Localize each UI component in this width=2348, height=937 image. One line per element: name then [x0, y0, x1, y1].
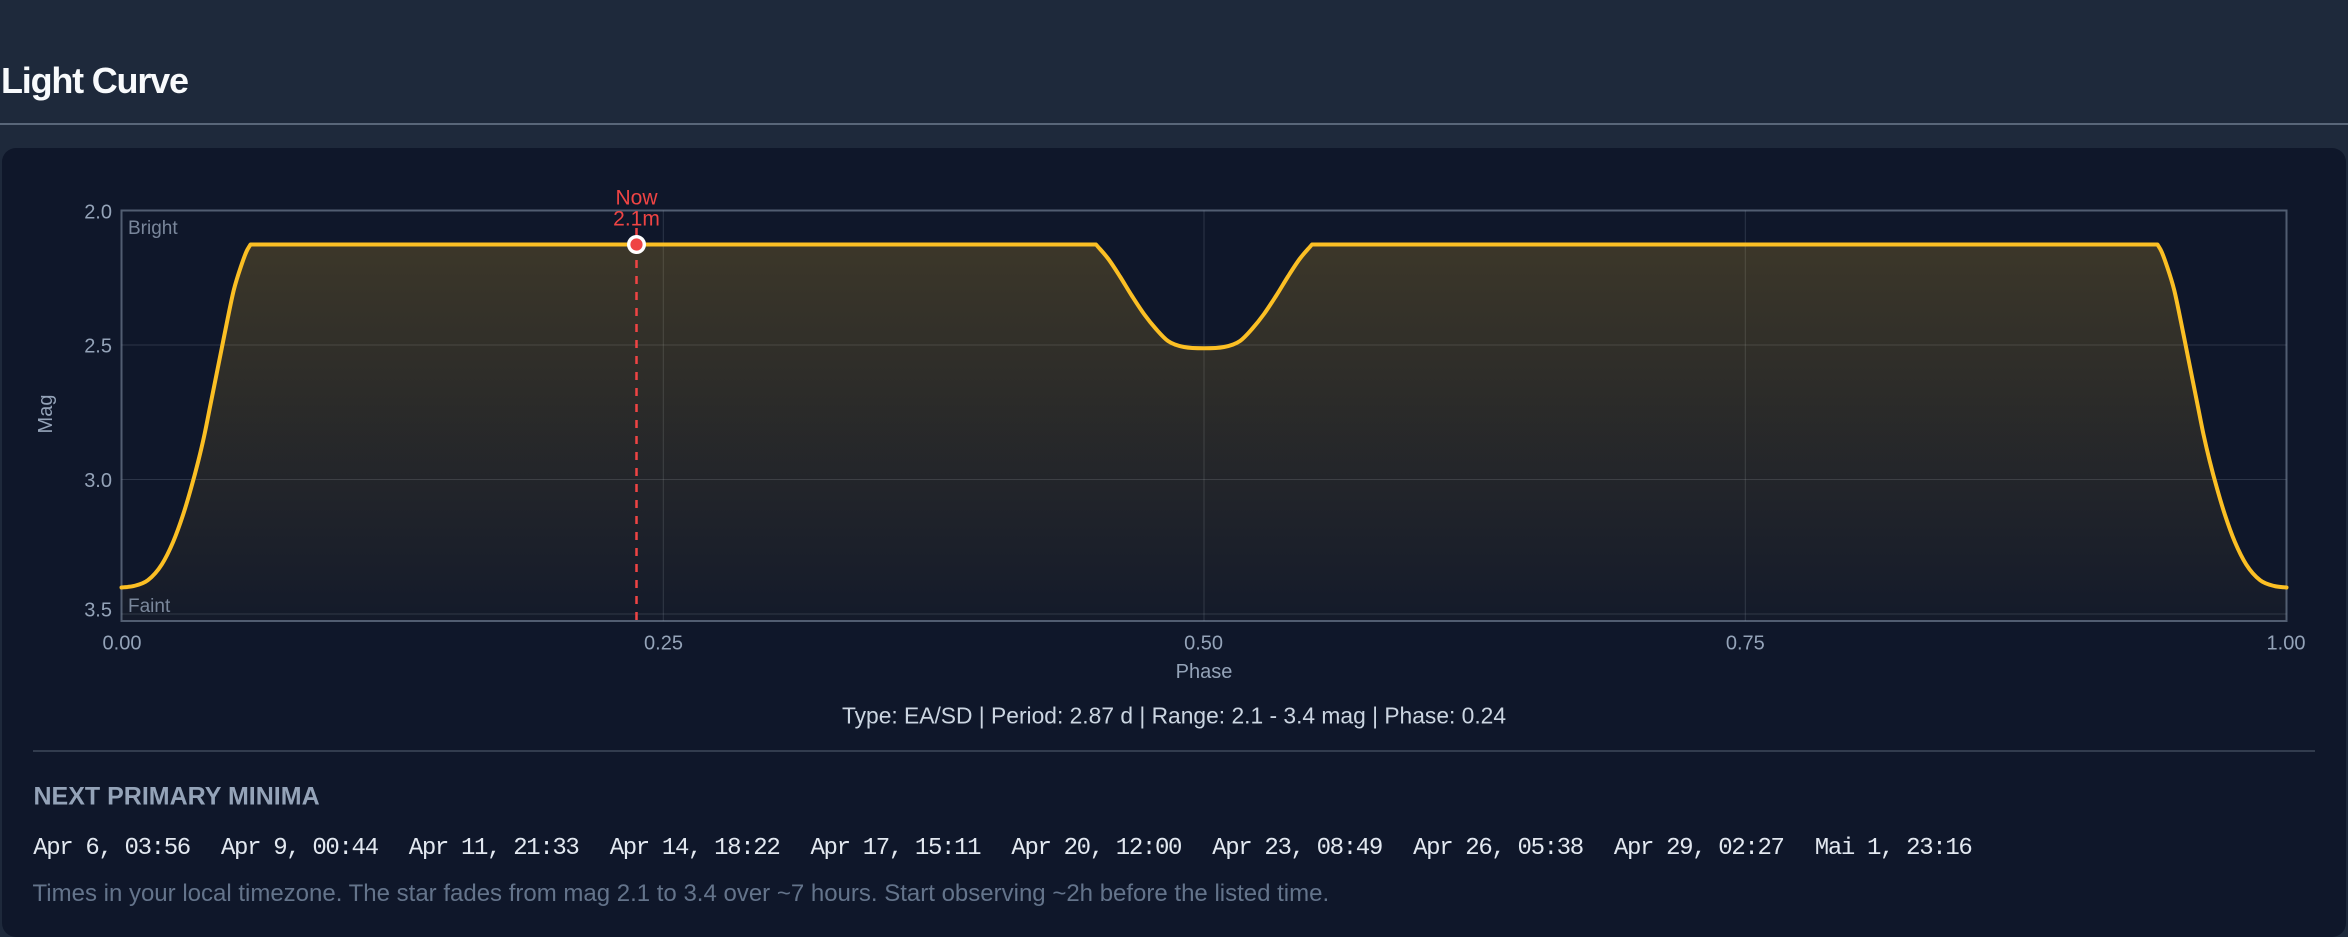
svg-text:Apr 11, 21:33: Apr 11, 21:33: [409, 835, 579, 862]
svg-text:Apr 26, 05:38: Apr 26, 05:38: [1413, 835, 1583, 862]
svg-text:Light Curve: Light Curve: [1, 60, 188, 101]
svg-text:Faint: Faint: [128, 596, 171, 617]
svg-text:Apr 6, 03:56: Apr 6, 03:56: [33, 835, 190, 862]
svg-text:Apr 29, 02:27: Apr 29, 02:27: [1614, 835, 1784, 862]
svg-text:3.5: 3.5: [84, 599, 112, 621]
svg-text:Type: EA/SD | Period: 2.87 d |: Type: EA/SD | Period: 2.87 d | Range: 2.…: [842, 703, 1506, 729]
svg-text:1.00: 1.00: [2267, 633, 2306, 655]
svg-text:Now: Now: [615, 187, 658, 210]
svg-text:0.75: 0.75: [1726, 633, 1765, 655]
svg-text:NEXT PRIMARY MINIMA: NEXT PRIMARY MINIMA: [34, 783, 320, 811]
svg-text:Apr 20, 12:00: Apr 20, 12:00: [1011, 835, 1181, 862]
svg-text:Apr 14, 18:22: Apr 14, 18:22: [610, 835, 780, 862]
svg-text:Mag: Mag: [35, 395, 57, 434]
svg-text:3.0: 3.0: [84, 470, 112, 492]
svg-text:Phase: Phase: [1176, 661, 1233, 683]
svg-text:Apr 9, 00:44: Apr 9, 00:44: [221, 835, 379, 862]
svg-text:0.25: 0.25: [644, 633, 683, 655]
svg-text:0.00: 0.00: [103, 633, 142, 655]
svg-text:2.1m: 2.1m: [613, 208, 660, 231]
svg-text:2.0: 2.0: [84, 201, 112, 223]
svg-text:Bright: Bright: [128, 218, 178, 239]
svg-text:Apr 17, 15:11: Apr 17, 15:11: [811, 835, 982, 862]
svg-text:2.5: 2.5: [84, 335, 112, 357]
svg-text:Mai 1, 23:16: Mai 1, 23:16: [1815, 835, 1972, 862]
svg-text:Apr 23, 08:49: Apr 23, 08:49: [1212, 835, 1382, 862]
svg-text:Times in your local timezone.: Times in your local timezone. The star f…: [33, 880, 1330, 907]
svg-text:0.50: 0.50: [1184, 633, 1223, 655]
